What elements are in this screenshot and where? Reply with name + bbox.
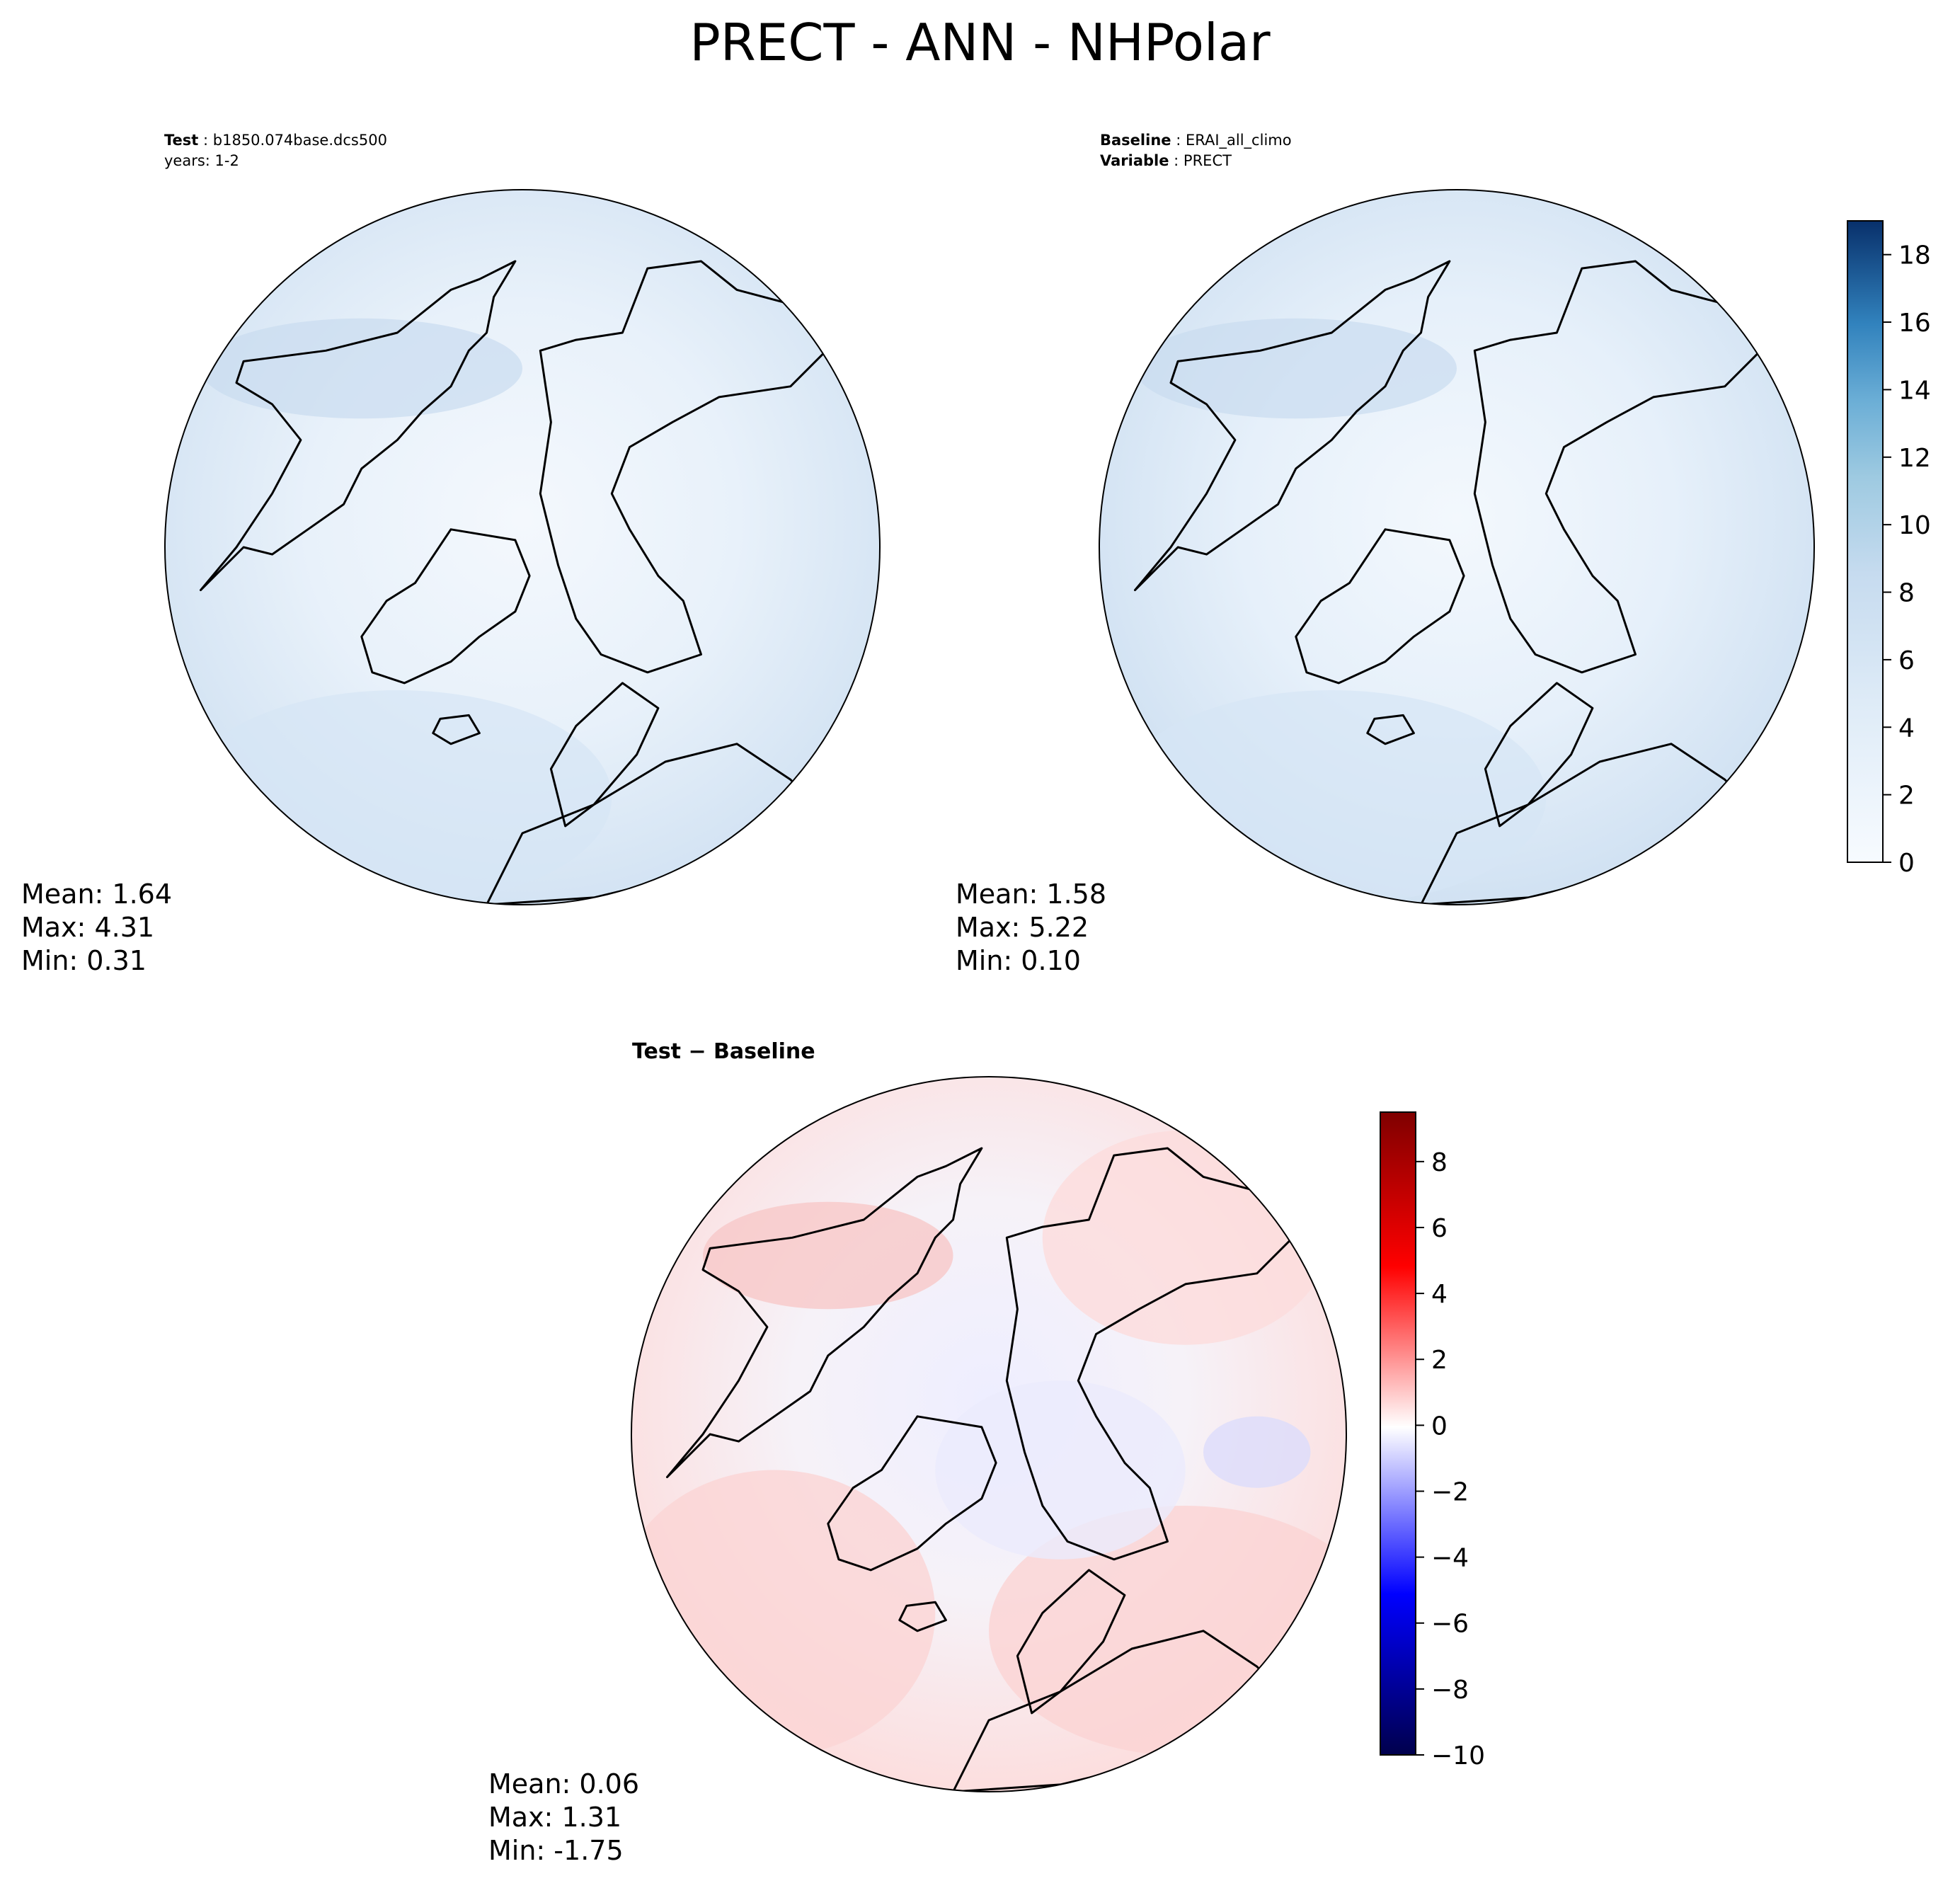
test-boundary	[164, 189, 881, 905]
test-coastline-iceland	[432, 714, 481, 745]
colorbar-seismic-tick-label: 8	[1431, 1148, 1448, 1177]
colorbar-seismic-tick-label: 2	[1431, 1346, 1448, 1375]
colorbar-blues-tick-label: 0	[1898, 849, 1915, 878]
baseline-field	[1099, 190, 1814, 905]
diff-mean: Mean: 0.06	[488, 1768, 640, 1800]
colorbar-blues-tick-label: 18	[1898, 241, 1931, 270]
baseline-precip-band	[1135, 318, 1457, 419]
baseline-coastline-canada	[1134, 260, 1451, 592]
map-panels	[164, 189, 1815, 1792]
baseline-name: ERAI_all_climo	[1185, 132, 1292, 149]
baseline-coastline-siberia	[1473, 260, 1762, 674]
baseline-coastline-iceland	[1366, 714, 1415, 745]
colorbar-seismic-tick-label: −6	[1431, 1610, 1469, 1639]
diff-anomaly-patch	[703, 1201, 953, 1310]
baseline-coastline-scandinavia	[1484, 682, 1594, 828]
colorbar-seismic-tick-label: 6	[1431, 1214, 1448, 1243]
colorbar-seismic-ticks: −10 −8 −6 −4 −2 0 2 4 6 8	[1416, 1148, 1485, 1770]
variable-name: PRECT	[1183, 152, 1232, 169]
test-label: Test	[164, 132, 199, 149]
colorbar-blues-tick-label: 14	[1898, 376, 1931, 405]
test-max: Max: 4.31	[21, 912, 155, 943]
figure-title: PRECT - ANN - NHPolar	[689, 13, 1271, 72]
baseline-max: Max: 5.22	[956, 912, 1089, 943]
test-coastline-greenland	[360, 528, 531, 685]
colorbar-blues-tick-label: 16	[1898, 309, 1931, 338]
diff-stats: Mean: 0.06 Max: 1.31 Min: -1.75	[488, 1768, 639, 1867]
test-min: Min: 0.31	[21, 945, 147, 976]
variable-label: Variable	[1100, 152, 1169, 169]
test-coastline-siberia	[539, 260, 827, 674]
baseline-precip-band	[1117, 690, 1547, 905]
test-precip-band	[183, 690, 612, 905]
diff-field	[631, 1077, 1346, 1792]
diff-title: Test − Baseline	[632, 1039, 815, 1064]
colorbar-seismic-tick-label: 0	[1431, 1412, 1448, 1441]
colorbar-blues-bar	[1847, 220, 1884, 863]
colorbar-seismic: −10 −8 −6 −4 −2 0 2 4 6 8	[1380, 1111, 1485, 1770]
test-header: Test : b1850.074base.dcs500 years: 1-2	[164, 130, 387, 171]
test-years: years: 1-2	[164, 152, 239, 169]
diff-anomaly-patch	[1203, 1416, 1311, 1488]
diff-coastline-scandinavia	[1016, 1569, 1126, 1715]
diff-min: Min: -1.75	[488, 1835, 624, 1866]
diff-anomaly-patch	[935, 1380, 1186, 1560]
colorbar-blues-tick-label: 4	[1898, 714, 1915, 743]
diff-coastline-siberia	[1005, 1147, 1294, 1561]
test-mean: Mean: 1.64	[21, 879, 173, 910]
test-stats: Mean: 1.64 Max: 4.31 Min: 0.31	[21, 878, 172, 978]
baseline-boundary	[1099, 189, 1815, 905]
test-coastline-canada	[200, 260, 517, 592]
colorbar-seismic-tick-label: 4	[1431, 1280, 1448, 1309]
colorbar-blues-tick-label: 8	[1898, 579, 1915, 608]
test-map	[164, 189, 881, 905]
baseline-label: Baseline	[1100, 132, 1171, 149]
diff-max: Max: 1.31	[488, 1802, 622, 1833]
baseline-mean: Mean: 1.58	[956, 879, 1107, 910]
test-coastline-scandinavia	[549, 682, 660, 828]
colorbar-blues-tick-label: 6	[1898, 646, 1915, 675]
baseline-map	[1099, 189, 1815, 905]
baseline-coastline-greenland	[1295, 528, 1465, 685]
colorbar-seismic-tick-label: −4	[1431, 1544, 1469, 1573]
colorbar-blues-tick-label: 10	[1898, 511, 1931, 540]
diff-anomaly-patch	[631, 1470, 936, 1756]
diff-coastline-iceland	[898, 1601, 947, 1632]
colorbar-seismic-tick-label: −10	[1431, 1741, 1485, 1770]
diff-map	[631, 1076, 1347, 1792]
test-name: b1850.074base.dcs500	[212, 132, 387, 149]
colorbar-blues-tick-label: 2	[1898, 782, 1915, 811]
test-field	[165, 190, 880, 905]
colorbar-blues-ticks: 0 2 4 6 8 10 12 14 16 18	[1883, 241, 1931, 878]
diff-coastline-greenland	[827, 1415, 997, 1572]
baseline-min: Min: 0.10	[956, 945, 1081, 976]
baseline-header: Baseline : ERAI_all_climo Variable : PRE…	[1100, 132, 1292, 169]
baseline-stats: Mean: 1.58 Max: 5.22 Min: 0.10	[956, 878, 1106, 978]
colorbar-blues-tick-label: 12	[1898, 444, 1931, 473]
test-precip-band	[200, 318, 522, 419]
colorbar-seismic-tick-label: −2	[1431, 1477, 1469, 1506]
diff-boundary	[631, 1076, 1347, 1792]
colorbar-seismic-tick-label: −8	[1431, 1676, 1469, 1705]
diff-coastline-canada	[666, 1147, 983, 1479]
colorbar-seismic-bar	[1380, 1111, 1416, 1756]
colorbar-blues: 0 2 4 6 8 10 12 14 16 18	[1847, 220, 1931, 878]
